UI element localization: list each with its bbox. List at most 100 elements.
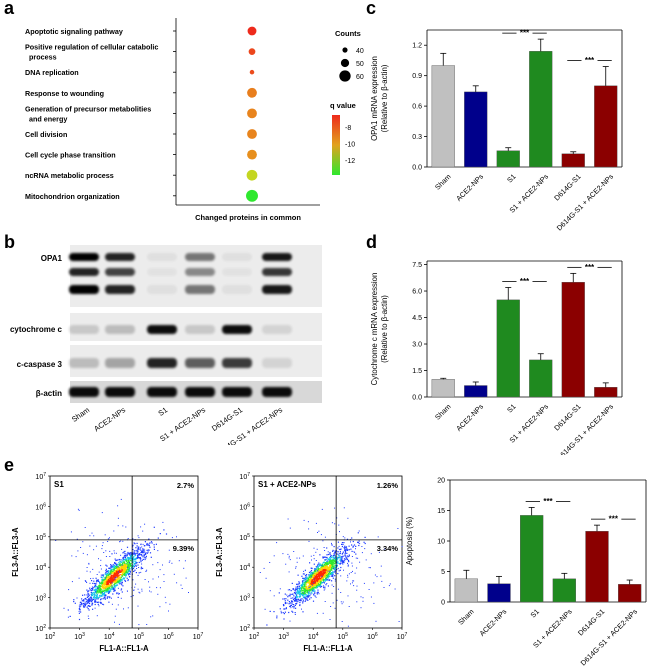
blot-band	[147, 325, 177, 334]
scatter-point	[292, 593, 294, 595]
scatter-point	[95, 594, 97, 596]
scatter-point	[137, 549, 139, 551]
scatter-point	[292, 606, 294, 608]
scatter-point	[300, 593, 302, 595]
scatter-point	[96, 592, 98, 594]
scatter-point	[101, 583, 103, 585]
scatter-point	[304, 569, 306, 571]
scatter-point	[326, 564, 328, 566]
scatter-point	[362, 597, 364, 599]
scatter-point	[331, 564, 333, 566]
scatter-point	[89, 596, 91, 598]
scatter-point	[134, 550, 136, 552]
scatter-point	[188, 592, 189, 593]
scatter-point	[130, 553, 132, 555]
category-label: ACE2-NPs	[454, 402, 485, 433]
scatter-point	[310, 567, 312, 569]
scatter-point	[346, 548, 348, 550]
scatter-point	[352, 546, 354, 548]
scatter-point	[340, 566, 342, 569]
significance-label: ***	[585, 56, 595, 65]
scatter-point	[306, 594, 308, 597]
scatter-point	[351, 537, 353, 539]
scatter-point	[96, 596, 98, 598]
scatter-point	[307, 599, 309, 601]
scatter-point	[118, 576, 120, 578]
scatter-point	[300, 584, 302, 586]
scatter-point	[110, 580, 112, 582]
scatter-point	[328, 559, 330, 562]
scatter-point	[340, 548, 342, 550]
scatter-point	[80, 602, 83, 604]
y-tick-label: 0	[441, 600, 445, 607]
scatter-point	[108, 601, 110, 603]
scatter-point	[152, 578, 154, 580]
scatter-point	[63, 607, 65, 609]
scatter-point	[303, 577, 306, 580]
scatter-point	[303, 578, 305, 580]
x-tick-label: 107	[193, 632, 204, 641]
scatter-point	[111, 580, 113, 582]
scatter-point	[86, 606, 88, 608]
scatter-point	[336, 565, 338, 567]
lane-label: S1	[156, 405, 169, 418]
scatter-point	[112, 575, 114, 577]
scatter-point	[82, 552, 84, 554]
scatter-point	[138, 561, 140, 563]
scatter-point	[356, 601, 358, 603]
scatter-point	[336, 569, 338, 571]
blot-band	[69, 387, 99, 397]
scatter-point	[324, 572, 327, 574]
scatter-point	[126, 577, 128, 579]
scatter-point	[103, 593, 106, 595]
scatter-point	[115, 584, 117, 586]
scatter-point	[108, 590, 110, 592]
scatter-point	[127, 572, 129, 574]
bar	[561, 281, 585, 398]
scatter-point	[115, 574, 117, 576]
scatter-point	[118, 567, 121, 569]
scatter-point	[315, 596, 317, 598]
scatter-point	[327, 551, 329, 553]
scatter-point	[77, 550, 79, 552]
scatter-point	[327, 585, 329, 587]
scatter-point	[99, 591, 101, 593]
scatter-point	[304, 578, 306, 580]
panel-label-b: b	[4, 232, 15, 252]
bar	[496, 299, 520, 398]
scatter-point	[296, 591, 298, 593]
scatter-point	[108, 591, 110, 593]
dot-point	[247, 26, 257, 36]
scatter-point	[316, 573, 318, 575]
blot-band	[222, 387, 252, 397]
scatter-point	[308, 574, 310, 576]
scatter-point	[120, 597, 122, 599]
scatter-point	[309, 583, 311, 585]
scatter-point	[317, 582, 319, 584]
scatter-point	[339, 551, 341, 553]
scatter-point	[311, 559, 312, 561]
scatter-point	[314, 586, 316, 588]
scatter-point	[318, 574, 320, 576]
scatter-point	[326, 583, 328, 584]
scatter-point	[303, 585, 305, 587]
category-label: ACE2-NPs	[477, 607, 508, 638]
scatter-point	[144, 549, 146, 551]
scatter-point	[329, 569, 331, 571]
scatter-point	[316, 566, 319, 568]
scatter-point	[314, 583, 317, 585]
scatter-point	[105, 587, 107, 589]
scatter-point	[138, 537, 140, 539]
scatter-point	[123, 562, 126, 564]
scatter-point	[106, 580, 109, 582]
scatter-point	[313, 593, 315, 595]
scatter-point	[132, 579, 134, 581]
size-legend-title: Counts	[335, 29, 361, 38]
scatter-point	[108, 577, 110, 579]
scatter-point	[347, 595, 349, 597]
panel-label-e: e	[4, 455, 15, 475]
scatter-point	[310, 590, 312, 592]
scatter-point	[384, 548, 386, 550]
scatter-point	[291, 610, 293, 612]
